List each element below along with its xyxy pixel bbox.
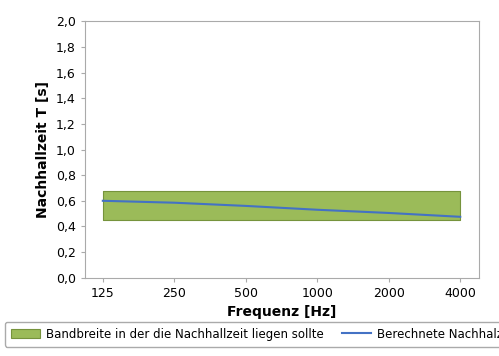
Berechnete Nachhalzeit [100, 199, 106, 203]
Berechnete Nachhalzeit [314, 208, 320, 212]
X-axis label: Frequenz [Hz]: Frequenz [Hz] [227, 305, 337, 319]
Berechnete Nachhalzeit [386, 211, 392, 215]
Berechnete Nachhalzeit [171, 200, 177, 205]
Legend: Bandbreite in der die Nachhallzeit liegen sollte, Berechnete Nachhalzeit: Bandbreite in der die Nachhallzeit liege… [4, 322, 499, 346]
Berechnete Nachhalzeit [457, 215, 463, 219]
Berechnete Nachhalzeit [243, 204, 249, 208]
Y-axis label: Nachhallzeit T [s]: Nachhallzeit T [s] [36, 81, 50, 218]
Line: Berechnete Nachhalzeit: Berechnete Nachhalzeit [103, 201, 460, 217]
